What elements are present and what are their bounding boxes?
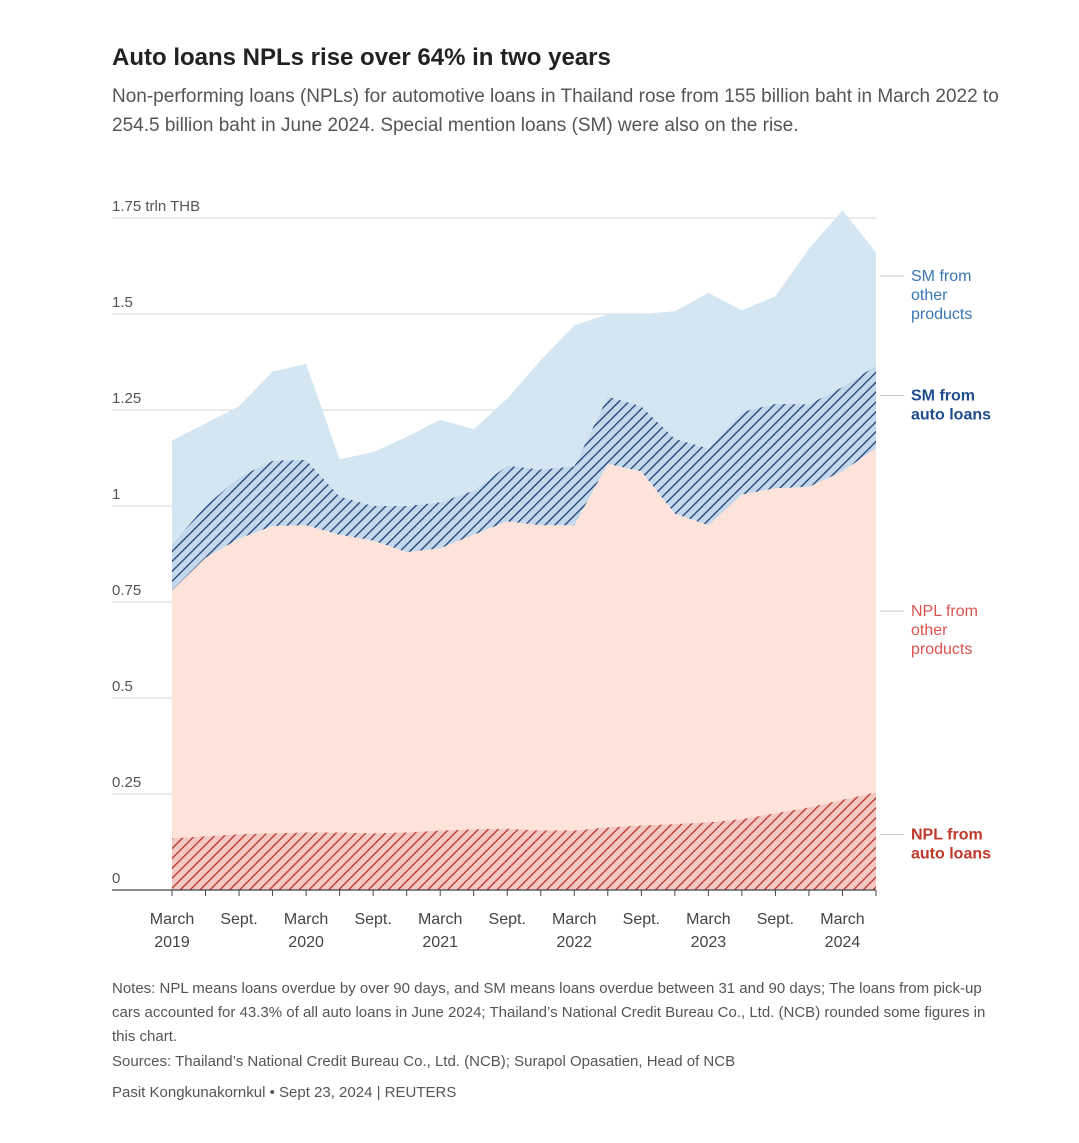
series-label-npl_other-0: NPL from	[911, 603, 978, 620]
series-label-sm_other-0: SM from	[911, 268, 971, 285]
x-tick-year-6: 2022	[556, 934, 592, 951]
x-tick-year-0: 2019	[154, 934, 190, 951]
series-label-npl_auto-0: NPL from	[911, 827, 983, 844]
x-tick-label-8: March	[686, 911, 730, 928]
series-label-npl_auto-1: auto loans	[911, 846, 991, 863]
x-tick-label-4: March	[418, 911, 462, 928]
y-tick-label-4: 0.75	[112, 582, 141, 599]
x-tick-label-7: Sept.	[623, 911, 660, 928]
chart-credit: Pasit Kongkunakornkul • Sept 23, 2024 | …	[112, 1084, 457, 1101]
series-label-sm_auto-1: auto loans	[911, 407, 991, 424]
y-tick-label-7: 0	[112, 870, 120, 887]
x-tick-year-4: 2021	[422, 934, 458, 951]
x-tick-label-10: March	[820, 911, 864, 928]
y-tick-label-2: 1.25	[112, 390, 141, 407]
axes: March 2019 Sept. March 2020 Sept. March 2021 Sep…	[112, 889, 877, 951]
series-labels: NPL from auto loans NPL from other products S…	[880, 268, 991, 863]
x-tick-year-10: 2024	[825, 934, 861, 951]
series-label-sm_auto-0: SM from	[911, 388, 975, 405]
x-tick-label-5: Sept.	[489, 911, 526, 928]
x-tick-year-8: 2023	[691, 934, 727, 951]
series-label-sm_other-2: products	[911, 306, 972, 323]
area-npl_other	[172, 448, 876, 839]
series-label-npl_other-1: other	[911, 622, 948, 639]
series-label-npl_other-2: products	[911, 641, 972, 658]
x-tick-label-0: March	[150, 911, 194, 928]
x-tick-label-6: March	[552, 911, 596, 928]
stacked-area-chart: 1.75 trln THB 1.5 1.25 1 0.75 0.5 0.25 0 March 2…	[112, 198, 991, 951]
x-tick-year-2: 2020	[288, 934, 324, 951]
x-tick-label-9: Sept.	[757, 911, 794, 928]
series-label-sm_other-1: other	[911, 287, 948, 304]
chart-subtitle: Non-performing loans (NPLs) for automoti…	[112, 86, 999, 136]
chart-notes: Notes: NPL means loans overdue by over 9…	[112, 980, 986, 1045]
y-tick-label-0: 1.75 trln THB	[112, 198, 200, 215]
area-npl_auto	[172, 792, 876, 890]
area-sm_other	[172, 210, 876, 545]
y-tick-label-1: 1.5	[112, 294, 133, 311]
x-tick-label-1: Sept.	[220, 911, 257, 928]
y-tick-label-5: 0.5	[112, 678, 133, 695]
y-tick-label-6: 0.25	[112, 774, 141, 791]
area-series	[172, 210, 876, 890]
y-tick-label-3: 1	[112, 486, 120, 503]
area-sm_auto	[172, 365, 876, 591]
chart-sources: Sources: Thailand’s National Credit Bure…	[112, 1053, 736, 1070]
x-tick-label-2: March	[284, 911, 328, 928]
x-tick-label-3: Sept.	[354, 911, 391, 928]
chart-title: Auto loans NPLs rise over 64% in two yea…	[112, 44, 611, 71]
